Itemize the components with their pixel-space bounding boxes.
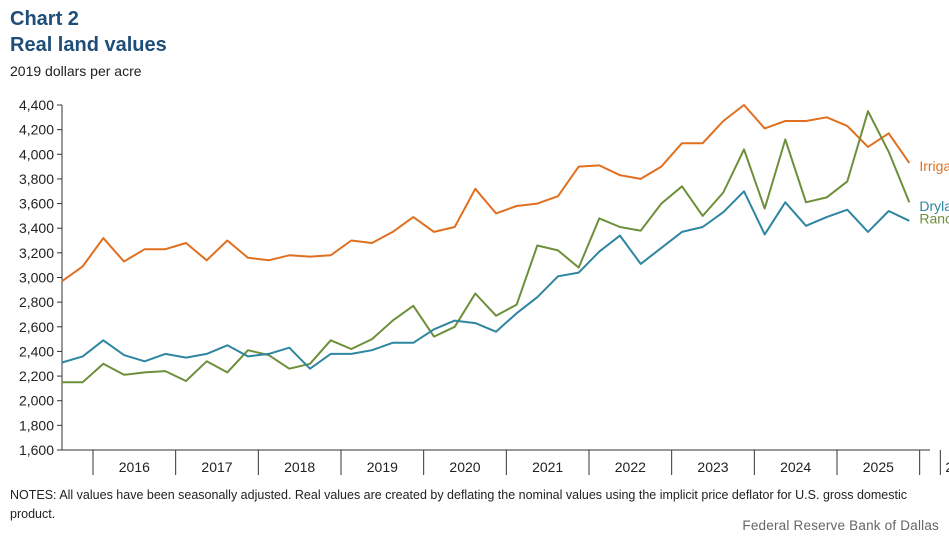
y-tick-label: 2,000 bbox=[19, 393, 54, 409]
series-label-irrigated: Irrigated bbox=[919, 158, 949, 174]
y-tick-label: 2,600 bbox=[19, 319, 54, 335]
y-tick-label: 3,600 bbox=[19, 196, 54, 212]
x-tick-label: 2016 bbox=[119, 459, 150, 475]
x-tick-label: 2020 bbox=[449, 459, 480, 475]
series-labels: Irrigated RanchlandDryland bbox=[919, 158, 949, 226]
series-label-ranchland: Ranchland bbox=[919, 210, 949, 226]
x-tick-label: 2021 bbox=[532, 459, 563, 475]
x-tick-label: 2024 bbox=[780, 459, 811, 475]
x-tick-label: 2023 bbox=[697, 459, 728, 475]
x-tick-label: 2018 bbox=[284, 459, 315, 475]
x-tick-label: 2025 bbox=[863, 459, 894, 475]
series-label-dryland: Dryland bbox=[919, 198, 949, 214]
x-tick-label: 2017 bbox=[201, 459, 232, 475]
x-tick-label: 2026 bbox=[945, 459, 949, 475]
chart-label: Chart 2 bbox=[10, 8, 79, 30]
y-tick-label: 2,400 bbox=[19, 343, 54, 359]
y-tick-label: 2,800 bbox=[19, 294, 54, 310]
y-tick-label: 3,400 bbox=[19, 220, 54, 236]
series-group bbox=[61, 104, 911, 384]
x-tick-label: 2019 bbox=[367, 459, 398, 475]
title-block: Chart 2 Real land values bbox=[10, 6, 167, 58]
y-tick-label: 4,200 bbox=[19, 122, 54, 138]
y-tick-label: 4,400 bbox=[19, 97, 54, 113]
chart-title: Real land values bbox=[10, 34, 167, 56]
y-tick-label: 1,600 bbox=[19, 442, 54, 458]
series-line-ranchland bbox=[62, 110, 911, 384]
y-axis: 1,600 1,800 2,000 2,200 2,400 2,600 2,800 3,000… bbox=[19, 97, 63, 458]
series-line-irrigated bbox=[61, 104, 911, 283]
series-line-dryland bbox=[61, 190, 910, 370]
y-tick-label: 2,200 bbox=[19, 368, 54, 384]
y-tick-label: 4,000 bbox=[19, 146, 54, 162]
y-tick-label: 3,000 bbox=[19, 270, 54, 286]
x-axis: 2016 2017 2018 2019 2020 2021 2022 2023 2024 2025… bbox=[62, 449, 949, 475]
y-tick-label: 3,200 bbox=[19, 245, 54, 261]
notes-text: NOTES: All values have been seasonally a… bbox=[10, 488, 907, 521]
source-credit: Federal Reserve Bank of Dallas bbox=[742, 518, 939, 533]
y-tick-label: 3,800 bbox=[19, 171, 54, 187]
y-axis-units-label: 2019 dollars per acre bbox=[10, 63, 142, 79]
y-tick-label: 1,800 bbox=[19, 417, 54, 433]
x-tick-label: 2022 bbox=[615, 459, 646, 475]
